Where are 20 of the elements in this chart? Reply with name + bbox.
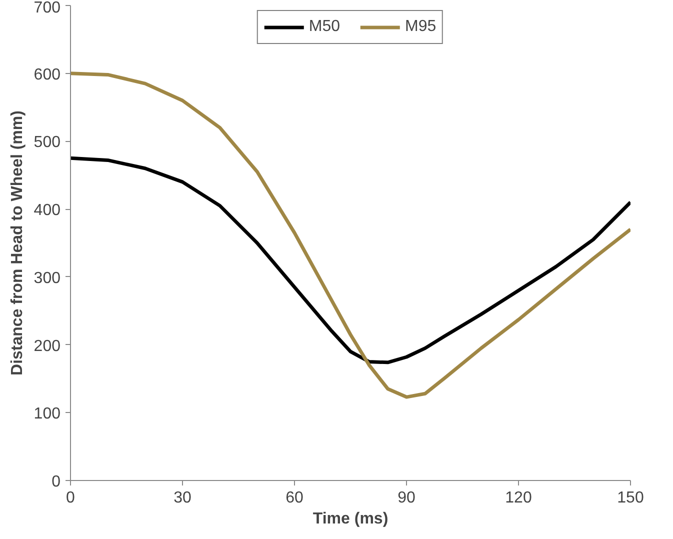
x-axis-title: Time (ms)	[312, 510, 388, 528]
y-tick-label: 100	[34, 406, 61, 423]
y-tick-label: 400	[34, 202, 61, 220]
x-tick-label: 0	[66, 490, 76, 506]
y-tick-label: 200	[34, 338, 61, 355]
legend-label: M95	[405, 18, 436, 36]
line-series	[70, 156, 630, 364]
y-tick-label: 300	[34, 270, 61, 287]
x-tick-label: 120	[505, 490, 532, 506]
x-tick-label: 90	[398, 490, 416, 506]
line-series	[70, 72, 630, 399]
y-tick-label: 0	[52, 474, 61, 490]
y-tick-label: 500	[34, 134, 61, 152]
y-tick-label: 700	[34, 0, 61, 16]
x-tick-label: 150	[617, 490, 644, 506]
y-axis-title: Distance from Head to Wheel (mm)	[8, 110, 26, 376]
x-tick-label: 60	[286, 490, 304, 506]
legend-label: M50	[308, 18, 340, 36]
x-tick-label: 30	[174, 490, 192, 506]
y-tick-label: 600	[34, 66, 61, 84]
